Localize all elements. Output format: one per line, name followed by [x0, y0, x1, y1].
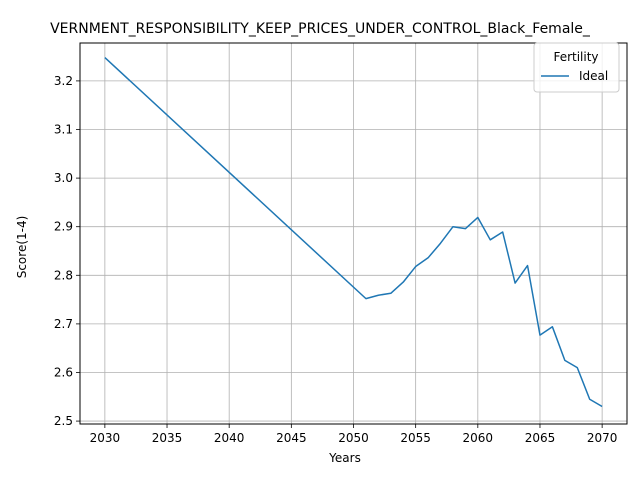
y-tick-label: 3.1	[54, 123, 73, 137]
x-tick-label: 2030	[90, 431, 121, 445]
y-tick-label: 2.5	[54, 414, 73, 428]
series-line-ideal	[104, 57, 603, 408]
axis-ticks: 2030 2035 2040 2045 2050 2055 2060 2065 2070 2.5 2…	[54, 74, 618, 445]
chart-title: VERNMENT_RESPONSIBILITY_KEEP_PRICES_UNDE…	[50, 21, 591, 37]
legend: Fertility Ideal	[533, 42, 620, 93]
plot-frame	[79, 42, 628, 425]
legend-entry-ideal: Ideal	[579, 69, 608, 83]
x-tick-label: 2035	[152, 431, 183, 445]
legend-title: Fertility	[553, 50, 598, 64]
x-tick-label: 2070	[587, 431, 618, 445]
x-tick-label: 2050	[338, 431, 369, 445]
x-tick-label: 2045	[276, 431, 307, 445]
x-tick-label: 2040	[214, 431, 245, 445]
y-tick-label: 2.7	[54, 317, 73, 331]
grid-lines	[80, 43, 627, 424]
x-tick-label: 2065	[525, 431, 556, 445]
x-tick-label: 2060	[463, 431, 494, 445]
y-tick-label: 3.2	[54, 74, 73, 88]
series-layer	[104, 57, 603, 408]
x-axis-label: Years	[328, 451, 361, 465]
legend-box	[533, 42, 620, 93]
y-tick-label: 2.9	[54, 220, 73, 234]
y-axis-label: Score(1-4)	[15, 216, 29, 279]
y-tick-label: 2.8	[54, 268, 73, 282]
y-tick-label: 3.0	[54, 171, 73, 185]
x-tick-label: 2055	[400, 431, 431, 445]
y-tick-label: 2.6	[54, 365, 73, 379]
